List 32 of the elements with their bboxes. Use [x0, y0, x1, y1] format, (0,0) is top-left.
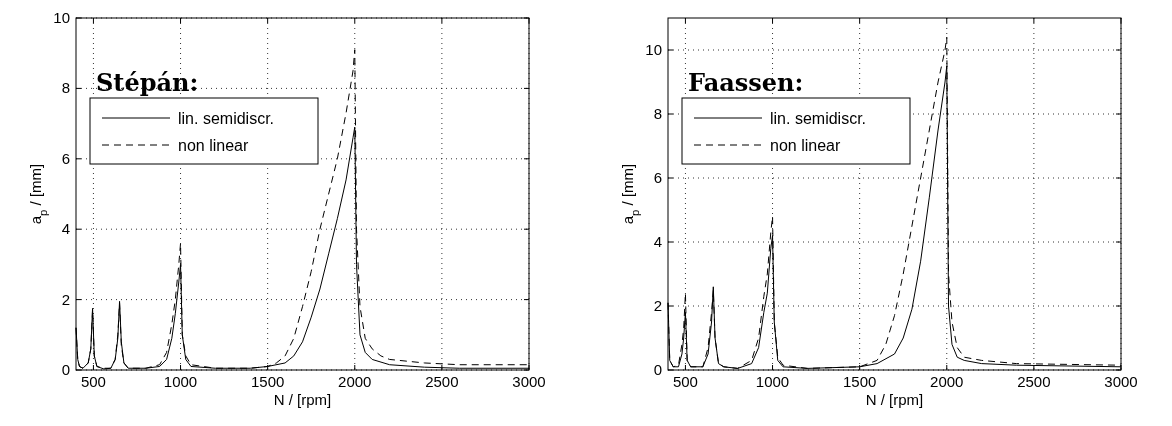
x-tick-label: 1000 — [755, 373, 790, 390]
y-tick-label: 0 — [653, 361, 662, 378]
y-tick-label: 0 — [61, 361, 70, 378]
legend-label: non linear — [178, 137, 249, 154]
y-tick-label: 2 — [653, 297, 662, 314]
y-tick-label: 8 — [61, 79, 70, 97]
x-tick-label: 1000 — [163, 373, 198, 390]
x-tick-label: 500 — [80, 373, 106, 390]
text: Faassen: — [688, 68, 804, 97]
y-tick-label: 6 — [653, 169, 662, 186]
x-tick-label: 500 — [672, 373, 698, 390]
y-tick-label: 10 — [645, 41, 662, 58]
x-tick-label: 3000 — [1104, 373, 1138, 390]
x-axis-title: N / [rpm] — [865, 391, 924, 408]
x-tick-label: 3000 — [512, 373, 546, 390]
legend-label: lin. semidiscr. — [178, 110, 275, 127]
x-tick-label: 1500 — [250, 373, 285, 390]
x-tick-label: 2000 — [930, 373, 964, 390]
y-tick-label: 10 — [53, 9, 70, 26]
y-tick-label: 4 — [61, 220, 70, 238]
legend-label: non linear — [770, 137, 841, 154]
x-axis-title: N / [rpm] — [273, 391, 332, 408]
y-tick-label: 8 — [653, 105, 662, 122]
x-tick-label: 2000 — [338, 373, 372, 390]
legend-label: lin. semidiscr. — [770, 110, 867, 127]
text: Stépán: — [96, 68, 199, 97]
y-tick-label: 6 — [61, 149, 70, 167]
x-tick-label: 2500 — [425, 373, 459, 390]
y-tick-label: 2 — [61, 290, 70, 308]
y-tick-label: 4 — [653, 233, 662, 250]
x-tick-label: 2500 — [1017, 373, 1051, 390]
x-tick-label: 1500 — [842, 373, 877, 390]
